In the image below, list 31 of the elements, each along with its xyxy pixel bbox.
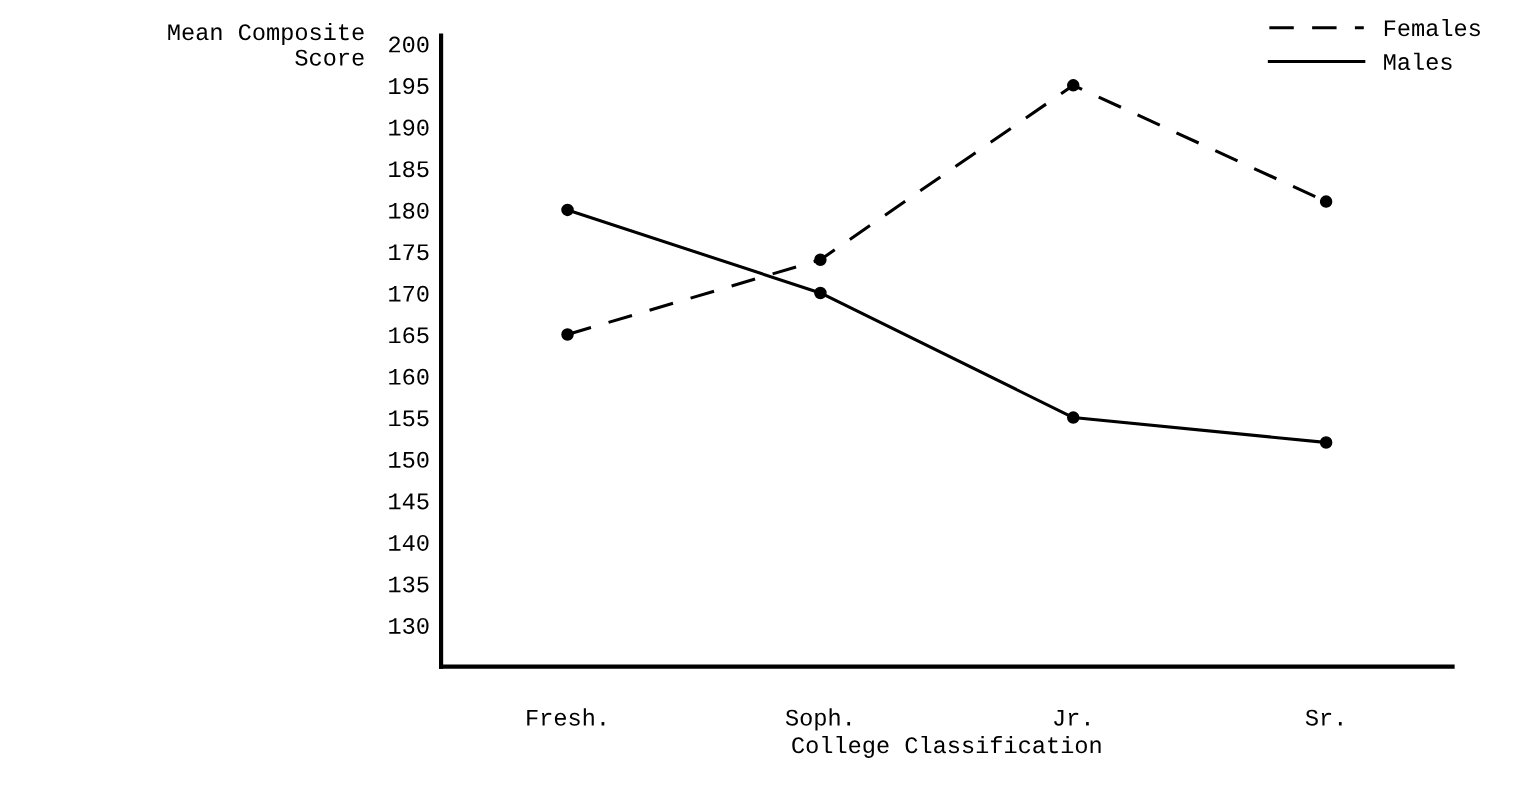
y-tick-label: 135 <box>389 576 429 593</box>
point <box>1067 411 1080 424</box>
y-tick-label: 155 <box>389 410 429 427</box>
y-tick-label: 180 <box>389 202 429 219</box>
x-tick-label: Jr. <box>1054 709 1089 726</box>
y-tick-label: 195 <box>389 78 429 95</box>
y-tick-label: 150 <box>389 451 429 468</box>
y-tick-label: 130 <box>389 617 429 634</box>
point <box>561 328 574 341</box>
y-tick-label: 165 <box>389 327 429 344</box>
x-tick-label: Sr. <box>1305 709 1342 726</box>
x-tick-label: Soph. <box>785 708 851 731</box>
point <box>814 286 827 300</box>
y-tick-label: 185 <box>389 161 429 178</box>
point <box>1067 79 1080 92</box>
x-tick-label: Fresh. <box>527 708 605 726</box>
x-axis-title: College Classification <box>792 735 1101 758</box>
y-tick-label: 175 <box>389 244 429 261</box>
y-tick-label: 200 <box>389 36 429 53</box>
legend-label: Females <box>1384 18 1480 37</box>
point <box>561 203 574 217</box>
y-tick-label: 145 <box>389 493 429 510</box>
point <box>814 253 827 266</box>
y-tick-label: 160 <box>389 368 429 385</box>
y-tick-label: 140 <box>389 534 429 551</box>
y-tick-label: 190 <box>389 119 429 136</box>
point <box>1319 436 1333 449</box>
legend-label: Males <box>1384 52 1452 71</box>
y-axis-title: Mean Composite Score <box>168 22 364 66</box>
y-tick-label: 170 <box>389 285 429 302</box>
point <box>1319 195 1333 208</box>
